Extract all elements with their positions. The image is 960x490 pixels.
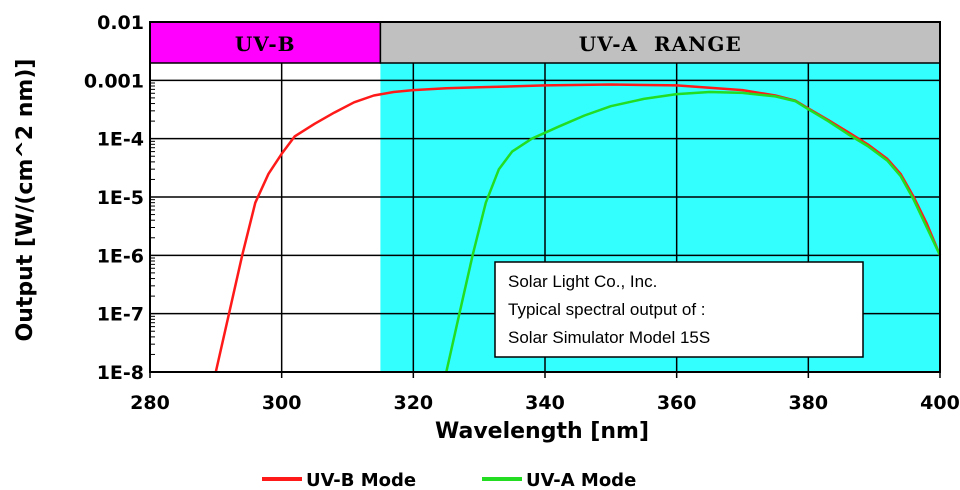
legend: UV-B Mode UV-A Mode bbox=[262, 470, 636, 490]
y-tick-label: 1E-4 bbox=[97, 129, 144, 151]
x-tick-label: 280 bbox=[130, 392, 170, 414]
y-tick-labels: 0.01 0.001 1E-4 1E-5 1E-6 1E-7 1E-8 bbox=[84, 12, 144, 384]
legend-label-uvb: UV-B Mode bbox=[306, 470, 416, 490]
y-axis-label: Output [W/(cm^2 nm)] bbox=[13, 59, 38, 342]
legend-label-uva: UV-A Mode bbox=[526, 470, 636, 490]
annotation-frame bbox=[494, 261, 864, 358]
x-tick-labels: 280 300 320 340 360 380 400 bbox=[130, 372, 960, 414]
band-label-uv-a-range: UV-A RANGE bbox=[579, 32, 742, 56]
y-tick-label: 1E-5 bbox=[97, 187, 144, 209]
annotation-line-2: Typical spectral output of : bbox=[508, 300, 706, 319]
annotation-line-3: Solar Simulator Model 15S bbox=[508, 328, 710, 347]
series-line-uv-a-mode bbox=[445, 90, 942, 373]
x-tick-label: 320 bbox=[393, 392, 433, 414]
y-tick-label: 1E-8 bbox=[97, 362, 144, 384]
y-tick-label: 1E-7 bbox=[97, 304, 144, 326]
annotation-box: Solar Light Co., Inc. Typical spectral o… bbox=[494, 261, 864, 358]
x-tick-label: 360 bbox=[657, 392, 697, 414]
x-tick-label: 340 bbox=[525, 392, 565, 414]
series-line-uv-b-mode bbox=[214, 83, 942, 373]
y-tick-label: 0.001 bbox=[84, 70, 144, 92]
band-header-uv-b bbox=[149, 21, 382, 64]
x-tick-label: 380 bbox=[788, 392, 828, 414]
x-tick-label: 400 bbox=[920, 392, 960, 414]
x-axis-label: Wavelength [nm] bbox=[435, 419, 649, 444]
y-tick-label: 1E-6 bbox=[97, 245, 144, 267]
band-label-uv-b: UV-B bbox=[235, 32, 296, 56]
series-layer bbox=[214, 83, 942, 373]
x-tick-label: 300 bbox=[262, 392, 302, 414]
y-tick-label: 0.01 bbox=[97, 12, 144, 34]
grid-layer bbox=[150, 22, 940, 372]
annotation-line-1: Solar Light Co., Inc. bbox=[508, 272, 657, 291]
band-header-uv-a-range bbox=[379, 21, 941, 64]
band-headers: UV-B UV-A RANGE bbox=[149, 21, 941, 64]
